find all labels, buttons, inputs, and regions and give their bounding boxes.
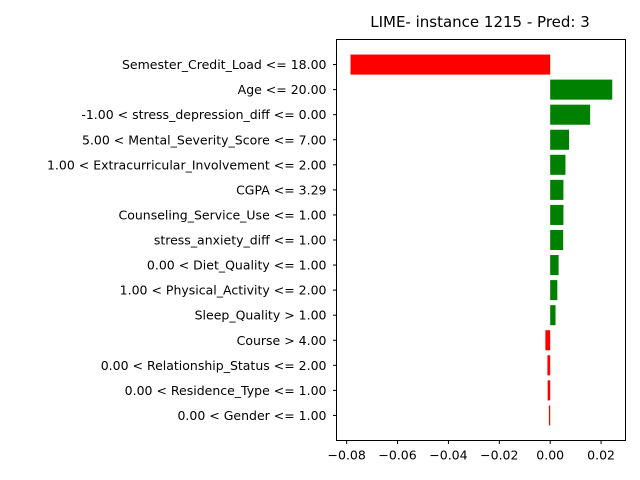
category-label: 0.00 < Gender <= 1.00: [177, 408, 326, 423]
x-tick-label: −0.08: [328, 448, 366, 463]
bar: [550, 179, 564, 200]
bar: [547, 355, 551, 376]
category-label: 1.00 < Extracurricular_Involvement <= 2.…: [47, 157, 327, 172]
x-tick-label: −0.02: [480, 448, 518, 463]
bar: [550, 280, 558, 301]
category-label: Age <= 20.00: [238, 82, 327, 97]
bar: [550, 79, 613, 100]
x-tick-label: −0.04: [429, 448, 467, 463]
category-label: 0.00 < Relationship_Status <= 2.00: [101, 358, 327, 373]
bar: [350, 54, 551, 75]
x-tick-label: −0.06: [378, 448, 416, 463]
category-label: 1.00 < Physical_Activity <= 2.00: [120, 283, 327, 298]
bar: [548, 405, 551, 426]
category-label: Course > 4.00: [237, 333, 327, 348]
category-label: Counseling_Service_Use <= 1.00: [118, 207, 326, 222]
category-label: 0.00 < Diet_Quality <= 1.00: [147, 258, 327, 273]
bar: [547, 380, 551, 401]
category-label: 0.00 < Residence_Type <= 1.00: [125, 383, 327, 398]
category-label: CGPA <= 3.29: [236, 182, 326, 197]
bar: [545, 330, 551, 351]
x-tick-label: 0.02: [587, 448, 615, 463]
category-label: stress_anxiety_diff <= 1.00: [154, 233, 327, 248]
x-axis: −0.08 −0.06 −0.04 −0.02 0.00 0.02: [328, 440, 615, 463]
bar: [550, 305, 556, 326]
bars-layer: [350, 54, 613, 426]
plot-frame: [336, 39, 626, 441]
bar: [550, 204, 564, 225]
bar: [550, 229, 564, 251]
bar: [550, 104, 591, 125]
bar: [550, 154, 566, 175]
x-tick-label: 0.00: [536, 448, 564, 463]
category-labels: Semester_Credit_Load <= 18.00 Age <= 20.0…: [47, 57, 337, 423]
bar: [550, 255, 559, 276]
category-label: Semester_Credit_Load <= 18.00: [122, 57, 327, 72]
category-label: 5.00 < Mental_Severity_Score <= 7.00: [82, 132, 327, 147]
chart-title: LIME- instance 1215 - Pred: 3: [370, 13, 590, 31]
category-label: Sleep_Quality > 1.00: [195, 308, 327, 323]
category-label: -1.00 < stress_depression_diff <= 0.00: [81, 107, 326, 122]
bar: [550, 129, 570, 150]
